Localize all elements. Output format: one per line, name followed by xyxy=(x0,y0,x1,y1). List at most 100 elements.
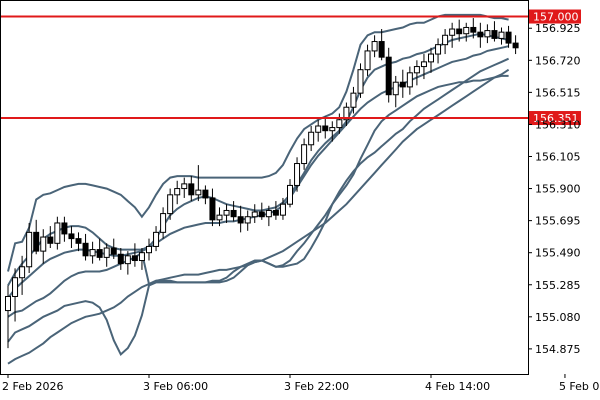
candle-body xyxy=(75,238,82,244)
candle xyxy=(244,210,251,231)
y-tick-label: 155.080 xyxy=(535,311,581,324)
candle-body xyxy=(378,41,385,58)
candle xyxy=(357,63,364,98)
candle-body xyxy=(272,209,279,216)
candle xyxy=(272,201,279,220)
y-tick-label: 156.105 xyxy=(535,151,581,164)
candle-body xyxy=(512,42,519,49)
candle xyxy=(5,285,11,349)
candle xyxy=(470,18,477,39)
candle-body xyxy=(336,119,343,129)
candle-body xyxy=(19,266,26,279)
band-line-5 xyxy=(7,68,510,365)
x-tick-label: 3 Feb 22:00 xyxy=(284,380,349,393)
y-tick-label: 155.490 xyxy=(535,247,581,260)
x-tick-label: 5 Feb 06:00 xyxy=(559,380,600,393)
candle-body xyxy=(343,106,350,121)
candle-body xyxy=(428,53,434,63)
candle xyxy=(181,177,188,198)
y-tick-label: 156.925 xyxy=(535,22,581,35)
candle-body xyxy=(371,41,378,52)
candle xyxy=(26,222,33,274)
candle xyxy=(153,226,160,252)
candle-body xyxy=(498,31,505,39)
candle xyxy=(491,21,498,42)
candle xyxy=(202,185,209,205)
candle xyxy=(117,248,124,270)
candle-body xyxy=(131,255,138,262)
candle-body xyxy=(61,222,68,235)
candle-body xyxy=(385,56,392,96)
candle xyxy=(350,86,357,114)
candle xyxy=(505,25,512,48)
y-tick-label: 155.285 xyxy=(535,279,581,292)
candle-body xyxy=(294,163,301,186)
candle xyxy=(385,47,392,103)
candle xyxy=(456,19,463,42)
candle-body xyxy=(399,81,406,88)
candle xyxy=(287,179,293,208)
candle xyxy=(322,116,329,139)
y-tick-label: 156.515 xyxy=(535,86,581,99)
candle xyxy=(174,180,181,205)
candle-body xyxy=(329,127,336,132)
candle xyxy=(343,102,350,126)
candle-body xyxy=(117,253,124,265)
y-tick-label: 156.310 xyxy=(535,118,581,131)
candle xyxy=(399,69,406,98)
candle xyxy=(498,27,505,45)
candle xyxy=(364,44,371,76)
candle xyxy=(146,238,152,261)
candle xyxy=(96,238,103,261)
candle xyxy=(329,121,336,142)
candle xyxy=(68,226,75,248)
candle xyxy=(258,202,265,220)
candle xyxy=(449,22,456,48)
candle xyxy=(54,216,61,250)
candle-body xyxy=(146,245,152,254)
candle-body xyxy=(47,236,54,244)
candle xyxy=(378,29,385,61)
candle xyxy=(195,165,202,202)
candle-body xyxy=(449,28,456,36)
candle-body xyxy=(174,188,181,196)
candle xyxy=(230,201,237,222)
candle-body xyxy=(216,214,223,221)
candle xyxy=(209,188,216,227)
candle-body xyxy=(12,277,19,297)
y-tick-label: 156.720 xyxy=(535,54,581,67)
candle-body xyxy=(33,231,40,252)
candle xyxy=(160,207,167,239)
candle-body xyxy=(364,50,371,71)
candle-body xyxy=(301,144,308,165)
candle-body xyxy=(223,209,230,216)
price-level-label-bg xyxy=(529,9,581,24)
candle xyxy=(47,226,54,248)
candle-body xyxy=(456,28,463,35)
candle-body xyxy=(442,34,449,46)
candle-body xyxy=(202,189,209,199)
candle xyxy=(392,75,399,108)
candle xyxy=(442,29,449,55)
candle-body xyxy=(251,211,258,218)
candle-body xyxy=(350,92,357,108)
candle-body xyxy=(484,30,491,38)
y-tick-label: 155.900 xyxy=(535,183,581,196)
candle xyxy=(33,219,40,255)
candle xyxy=(216,207,223,227)
candle-body xyxy=(195,189,202,196)
candle-body xyxy=(110,247,117,255)
candle xyxy=(435,38,442,64)
candle-body xyxy=(420,61,427,68)
candle-body xyxy=(153,231,160,247)
price-level-label: 156.351 xyxy=(533,112,579,125)
price-level-label: 157.000 xyxy=(533,11,579,24)
candle xyxy=(110,238,117,259)
candle-body xyxy=(82,242,89,257)
candle xyxy=(308,126,315,152)
candle-body xyxy=(265,209,272,218)
candle-body xyxy=(287,184,293,205)
candle xyxy=(512,35,519,55)
candle xyxy=(124,251,131,275)
band-line-0 xyxy=(7,13,509,272)
